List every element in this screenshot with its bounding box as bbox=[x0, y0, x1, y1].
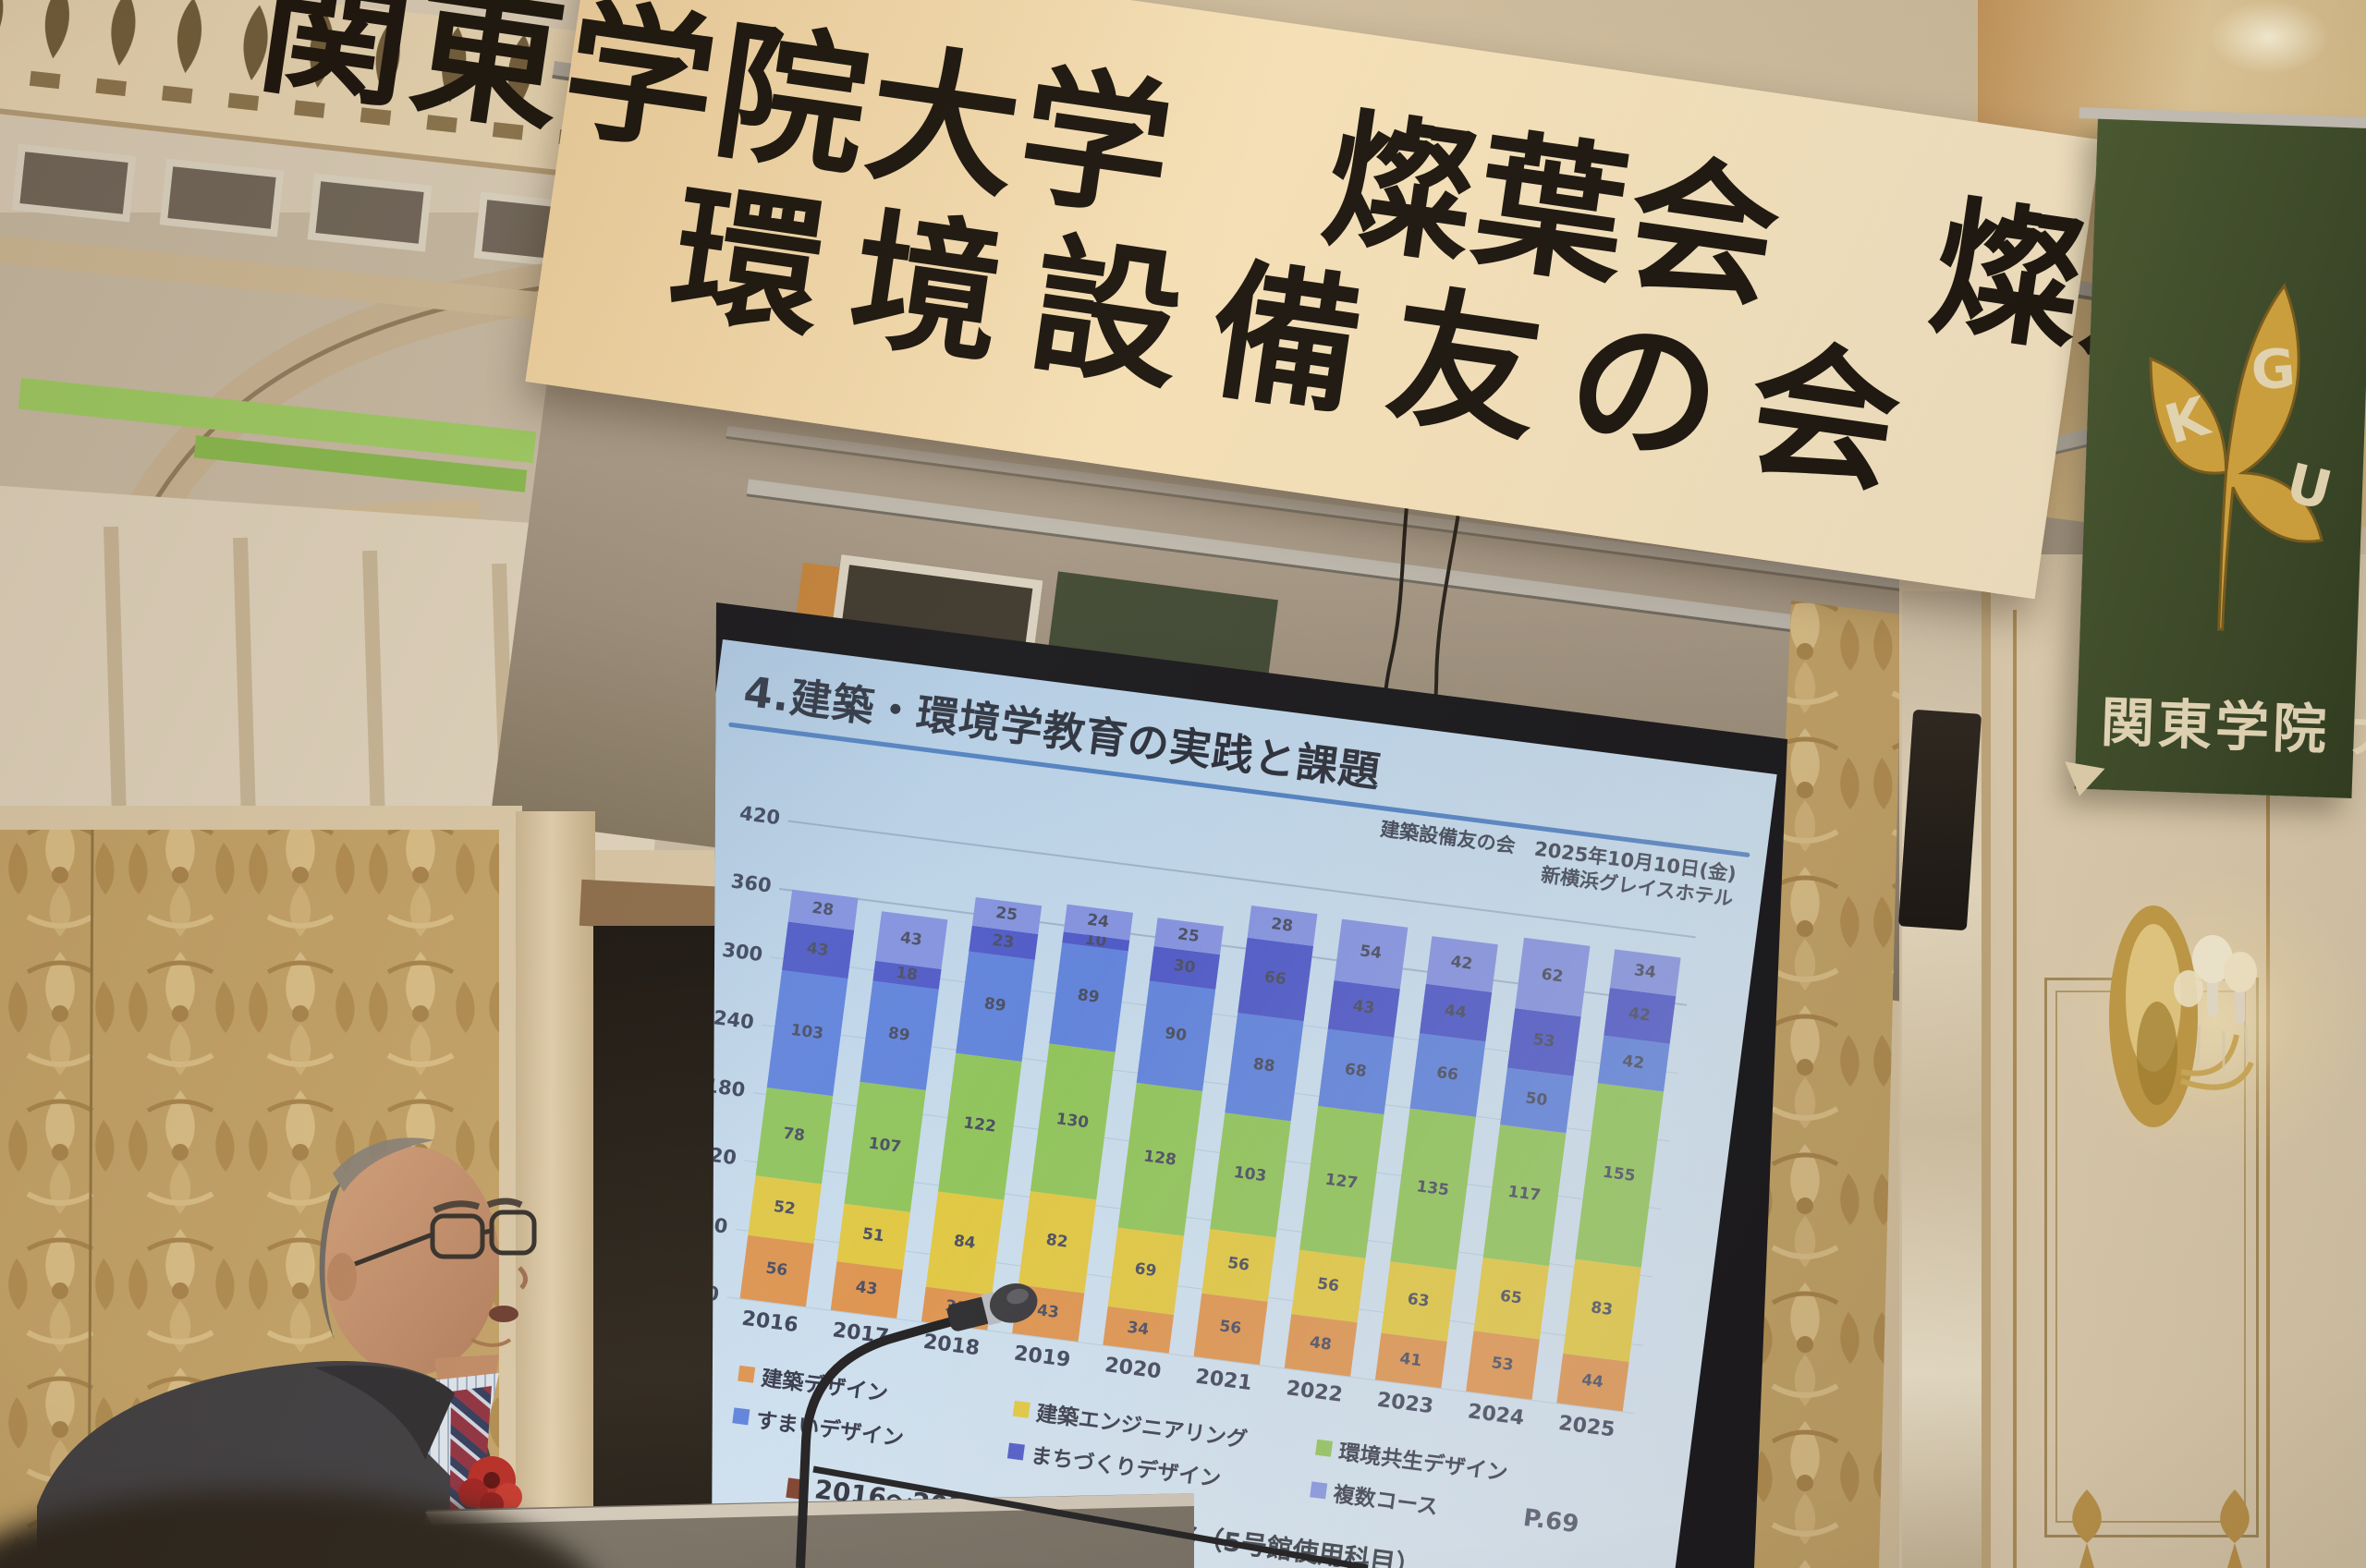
mic-boom-arm bbox=[812, 1465, 1369, 1568]
leaf-branch bbox=[2149, 283, 2323, 631]
glasses bbox=[354, 1209, 537, 1267]
wall-sconce bbox=[2109, 906, 2257, 1127]
sconce-arms bbox=[2180, 1034, 2254, 1090]
mic-capsule bbox=[946, 1282, 1038, 1331]
nose bbox=[518, 1266, 528, 1290]
panel-molding bbox=[0, 806, 522, 830]
gilt-ornament bbox=[2072, 1489, 2102, 1568]
gray-hair bbox=[319, 1181, 342, 1340]
damask-wall-strip bbox=[1752, 601, 1902, 1568]
dark-doorway bbox=[593, 926, 717, 1568]
eyebrows bbox=[433, 1197, 523, 1214]
gold-trim bbox=[2013, 610, 2017, 1568]
kgu-leaf-logo: K G U bbox=[2149, 283, 2338, 631]
suit-lapel bbox=[314, 1365, 455, 1460]
candle bbox=[2235, 983, 2245, 1024]
candle-flame-glow bbox=[2224, 952, 2257, 992]
monogram-letter-g: G bbox=[2249, 336, 2297, 402]
red-corsage bbox=[458, 1456, 522, 1516]
green-pipe bbox=[18, 377, 537, 464]
mouth bbox=[489, 1306, 518, 1322]
crystal-drops bbox=[2196, 1025, 2250, 1070]
candle-flame-glow bbox=[2192, 935, 2233, 983]
green-pipe bbox=[193, 435, 528, 492]
mic-gooseneck bbox=[796, 1314, 965, 1568]
wall-pillar bbox=[516, 811, 595, 1568]
downlight bbox=[2209, 0, 2329, 74]
gray-hair-top bbox=[333, 1137, 434, 1192]
gilt-ornament bbox=[2220, 1489, 2250, 1568]
university-flag: K G U 関東学院 大学 bbox=[2059, 116, 2366, 800]
candle bbox=[2207, 972, 2218, 1016]
ear bbox=[327, 1253, 357, 1301]
presenter-head bbox=[319, 1137, 537, 1376]
chin-line bbox=[470, 1338, 512, 1347]
